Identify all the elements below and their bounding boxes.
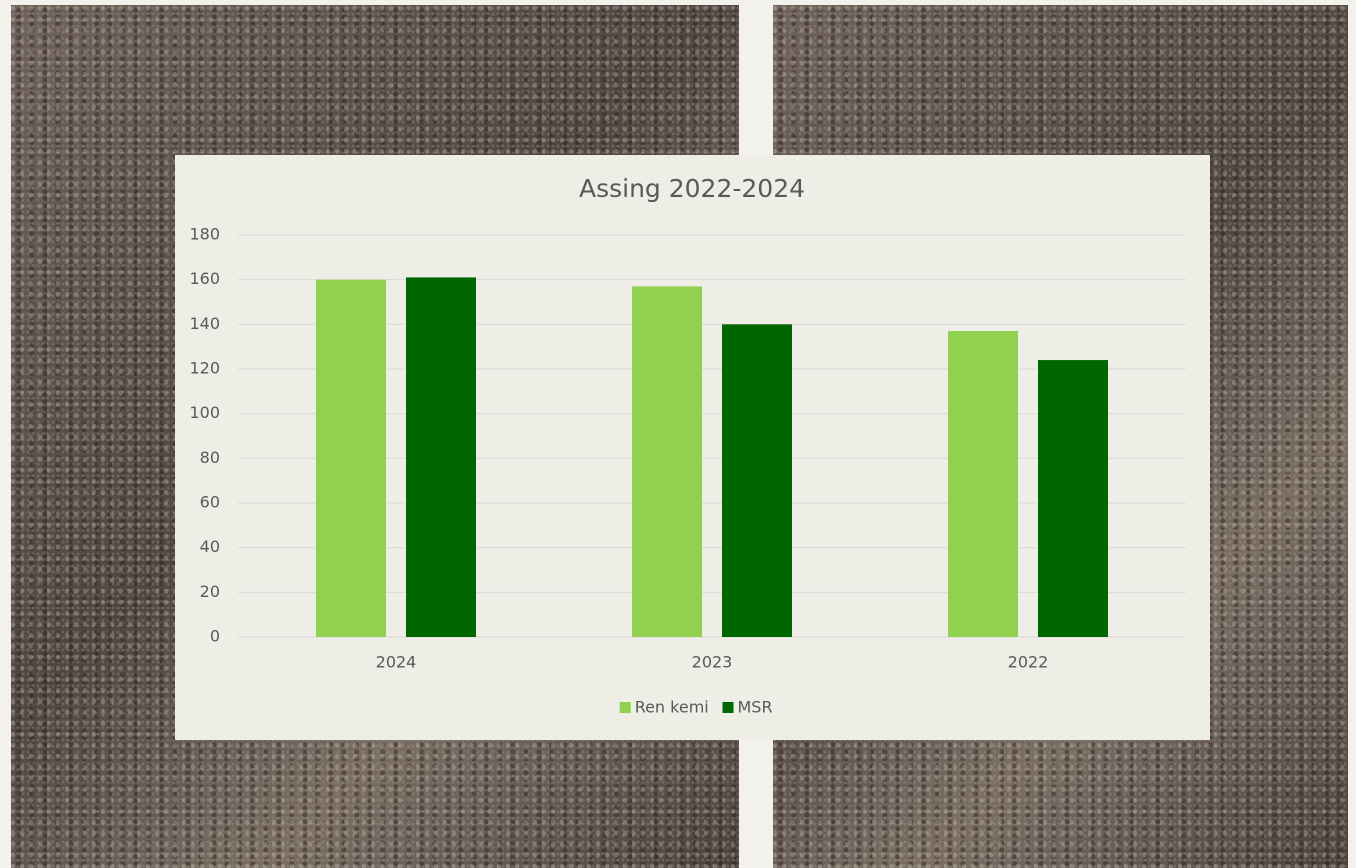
y-tick-label: 160 <box>189 269 220 288</box>
bar <box>316 279 386 637</box>
x-tick-label: 2023 <box>692 653 733 672</box>
y-tick-label: 180 <box>189 225 220 244</box>
chart: Assing 2022-2024 0 20 40 60 80 100 120 140 160 18… <box>175 155 1210 740</box>
bar <box>632 286 702 637</box>
legend-swatch <box>722 702 734 713</box>
legend-label: Ren kemi <box>635 698 709 717</box>
bar <box>1038 360 1108 637</box>
y-tick-label: 80 <box>200 448 220 467</box>
x-tick-label: 2022 <box>1008 653 1049 672</box>
bar <box>722 324 792 637</box>
y-tick-label: 40 <box>200 537 220 556</box>
y-tick-label: 120 <box>189 359 220 378</box>
y-tick-label: 0 <box>210 627 220 646</box>
y-tick-label: 100 <box>189 403 220 422</box>
bar <box>406 277 476 637</box>
legend-swatch <box>619 702 631 713</box>
y-tick-label: 20 <box>200 582 220 601</box>
y-tick-label: 60 <box>200 493 220 512</box>
x-tick-label: 2024 <box>376 653 417 672</box>
bar <box>948 331 1018 637</box>
y-tick-label: 140 <box>189 314 220 333</box>
chart-title: Assing 2022-2024 <box>579 174 805 203</box>
legend-label: MSR <box>738 698 773 717</box>
